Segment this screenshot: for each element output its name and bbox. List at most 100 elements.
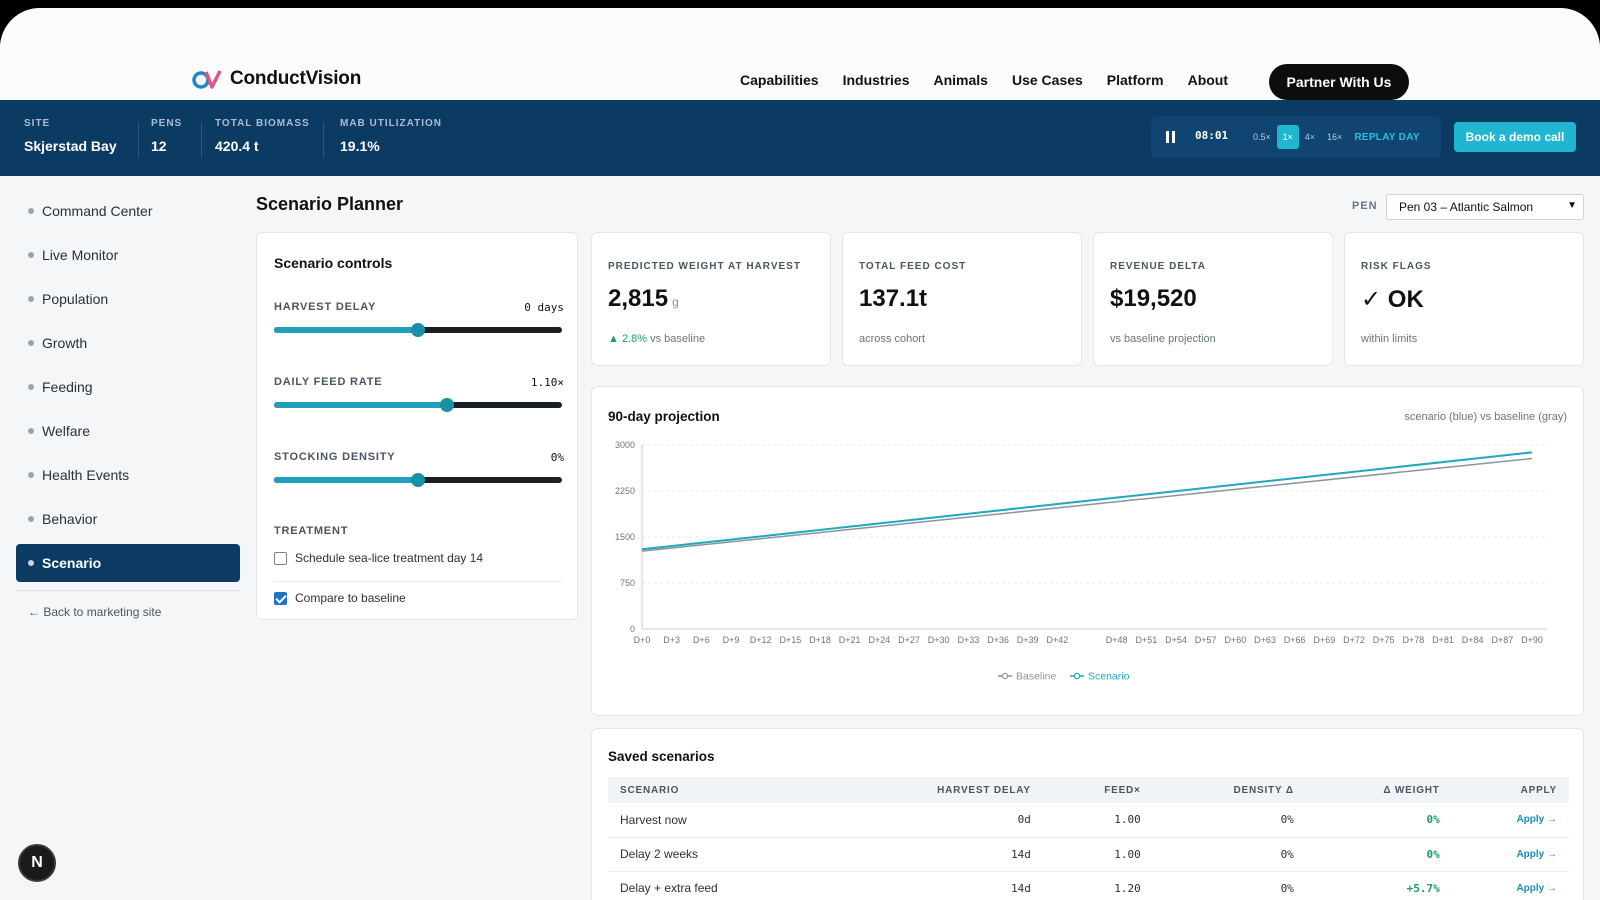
kpi-sub: vs baseline projection xyxy=(1110,333,1216,345)
bullet-icon xyxy=(28,472,34,478)
harvest-delay-slider[interactable] xyxy=(274,323,562,337)
slider-thumb[interactable] xyxy=(411,323,425,337)
kpi-label: RISK FLAGS xyxy=(1361,261,1432,272)
slider-thumb[interactable] xyxy=(411,473,425,487)
x-tick-label: D+30 xyxy=(928,635,950,645)
compare-checkbox-row[interactable]: Compare to baseline xyxy=(274,591,406,605)
control-value: 0 days xyxy=(524,301,564,314)
speed-option[interactable]: 4× xyxy=(1304,132,1316,142)
column-header: SCENARIO xyxy=(608,777,830,803)
brand-name: ConductVision xyxy=(230,68,362,89)
feed-rate-slider[interactable] xyxy=(274,398,562,412)
legend-marker xyxy=(1073,672,1081,680)
sidebar-item-scenario[interactable]: Scenario xyxy=(16,544,240,582)
harvest-delay-cell: 0d xyxy=(829,803,1043,838)
sidebar-item-label: Health Events xyxy=(42,467,130,483)
apply-link[interactable]: Apply → xyxy=(1451,803,1569,838)
checkbox-label: Schedule sea-lice treatment day 14 xyxy=(295,551,484,565)
series-line-scenario xyxy=(641,451,1533,551)
kpi-value: $19,520 xyxy=(1110,285,1197,312)
x-tick-label: D+87 xyxy=(1491,635,1513,645)
site-status-bar: SITE Skjerstad Bay PENS 12 TOTAL BIOMASS… xyxy=(0,100,1600,176)
nav-link-industries[interactable]: Industries xyxy=(842,72,910,88)
harvest-delay-control: HARVEST DELAY 0 days xyxy=(274,301,564,337)
apply-link[interactable]: Apply → xyxy=(1451,871,1569,900)
sidebar-item-growth[interactable]: Growth xyxy=(16,324,240,362)
x-tick-label: D+33 xyxy=(957,635,979,645)
brand-logo[interactable]: ConductVision xyxy=(192,68,361,90)
y-tick-label: 3000 xyxy=(615,440,635,450)
pause-icon[interactable] xyxy=(1166,131,1176,143)
treatment-checkbox[interactable] xyxy=(274,551,287,565)
speed-option-active[interactable]: 1× xyxy=(1276,125,1299,149)
sidebar-item-feeding[interactable]: Feeding xyxy=(16,368,240,406)
stat-value: 19.1% xyxy=(340,138,380,154)
avatar[interactable]: N xyxy=(18,844,56,882)
stocking-density-slider[interactable] xyxy=(274,473,562,487)
sidebar-item-behavior[interactable]: Behavior xyxy=(16,500,240,538)
pen-select-value: Pen 03 – Atlantic Salmon xyxy=(1399,200,1534,214)
scenario-name: Delay 2 weeks xyxy=(608,837,830,872)
nav-link-platform[interactable]: Platform xyxy=(1106,72,1164,88)
x-tick-label: D+24 xyxy=(868,635,890,645)
replay-clock: 08:01 xyxy=(1195,129,1229,142)
sidebar-item-command-center[interactable]: Command Center xyxy=(16,192,240,230)
brand-mark-icon xyxy=(192,70,222,89)
series-line-baseline xyxy=(641,457,1533,552)
weight-delta-cell: 0% xyxy=(1305,803,1452,838)
slider-thumb[interactable] xyxy=(439,398,454,412)
density-cell: 0% xyxy=(1152,803,1306,838)
nav-link-use-cases[interactable]: Use Cases xyxy=(1011,72,1083,88)
weight-delta-cell: 0% xyxy=(1305,837,1452,872)
book-demo-button[interactable]: Book a demo call xyxy=(1454,122,1576,152)
checkbox-label: Compare to baseline xyxy=(295,591,406,605)
nav-link-about[interactable]: About xyxy=(1187,72,1229,88)
pen-label: PEN xyxy=(1352,200,1378,212)
control-label: DAILY FEED RATE xyxy=(274,376,383,388)
kpi-value: 2,815 g xyxy=(608,285,679,313)
apply-link[interactable]: Apply → xyxy=(1451,837,1569,872)
sidebar-item-label: Welfare xyxy=(42,423,90,439)
column-header: DENSITY Δ xyxy=(1152,777,1306,803)
scenario-name: Harvest now xyxy=(608,803,830,838)
speed-selector: 0.5× 1× 4× 16× REPLAY DAY xyxy=(1247,125,1420,149)
sidebar-item-live-monitor[interactable]: Live Monitor xyxy=(16,236,240,274)
sidebar-item-welfare[interactable]: Welfare xyxy=(16,412,240,450)
kpi-value: 137.1t xyxy=(859,285,928,312)
x-tick-label: D+0 xyxy=(634,635,651,645)
pen-select[interactable]: Pen 03 – Atlantic Salmon ▼ xyxy=(1386,194,1584,220)
kpi-sub-text: vs baseline xyxy=(647,333,706,345)
y-tick-label: 1500 xyxy=(615,532,635,542)
nav-link-capabilities[interactable]: Capabilities xyxy=(740,72,819,88)
sidebar-item-population[interactable]: Population xyxy=(16,280,240,318)
kpi-sub: across cohort xyxy=(859,333,926,345)
partner-button[interactable]: Partner With Us xyxy=(1269,64,1409,100)
nav-link-animals[interactable]: Animals xyxy=(933,72,988,88)
replay-day-button[interactable]: REPLAY DAY xyxy=(1354,131,1420,143)
kpi-delta: ▲ 2.8% xyxy=(608,333,648,345)
back-to-marketing-link[interactable]: ← Back to marketing site xyxy=(28,605,162,619)
speed-option[interactable]: 16× xyxy=(1327,132,1343,142)
sidebar-item-label: Scenario xyxy=(42,555,102,571)
stat-mab: MAB UTILIZATION 19.1% xyxy=(340,118,442,154)
table-row: Harvest now 0d 1.00 0% 0% Apply → xyxy=(608,803,1569,838)
sidebar-item-health-events[interactable]: Health Events xyxy=(16,456,240,494)
compare-baseline-checkbox[interactable] xyxy=(274,591,287,605)
treatment-checkbox-row[interactable]: Schedule sea-lice treatment day 14 xyxy=(274,551,483,565)
page-title: Scenario Planner xyxy=(256,194,404,214)
x-tick-label: D+9 xyxy=(723,635,740,645)
legend-marker xyxy=(1001,672,1009,680)
speed-option[interactable]: 0.5× xyxy=(1253,132,1271,142)
feed-cell: 1.20 xyxy=(1042,871,1153,900)
stat-pens: PENS 12 xyxy=(151,118,182,154)
chevron-down-icon: ▼ xyxy=(1567,200,1577,211)
divider xyxy=(323,122,324,158)
x-tick-label: D+72 xyxy=(1343,635,1365,645)
x-tick-label: D+51 xyxy=(1135,635,1157,645)
x-tick-label: D+36 xyxy=(987,635,1009,645)
sidebar-item-label: Behavior xyxy=(42,511,98,527)
x-tick-label: D+66 xyxy=(1284,635,1306,645)
kpi-value: ✓ OK xyxy=(1361,286,1424,313)
sidebar-item-label: Command Center xyxy=(42,203,153,219)
x-tick-label: D+48 xyxy=(1106,635,1128,645)
